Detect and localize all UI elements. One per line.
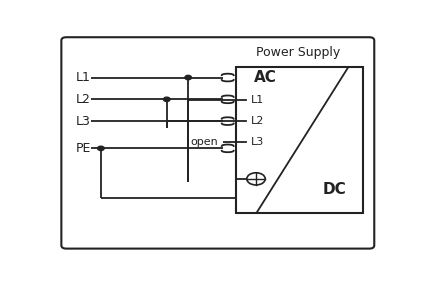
FancyBboxPatch shape [61, 37, 374, 248]
Text: L2: L2 [76, 93, 91, 106]
Text: L1: L1 [251, 95, 264, 106]
Text: L2: L2 [251, 116, 264, 126]
Text: L1: L1 [76, 71, 91, 84]
Text: L3: L3 [76, 115, 91, 128]
Text: AC: AC [254, 70, 277, 85]
Text: open: open [190, 137, 218, 147]
Text: Power Supply: Power Supply [256, 46, 340, 59]
Circle shape [185, 75, 191, 80]
Bar [236, 67, 363, 213]
Circle shape [98, 146, 104, 151]
Text: L3: L3 [251, 137, 264, 147]
Circle shape [164, 97, 170, 102]
Text: DC: DC [323, 182, 347, 197]
Text: PE: PE [76, 142, 91, 155]
